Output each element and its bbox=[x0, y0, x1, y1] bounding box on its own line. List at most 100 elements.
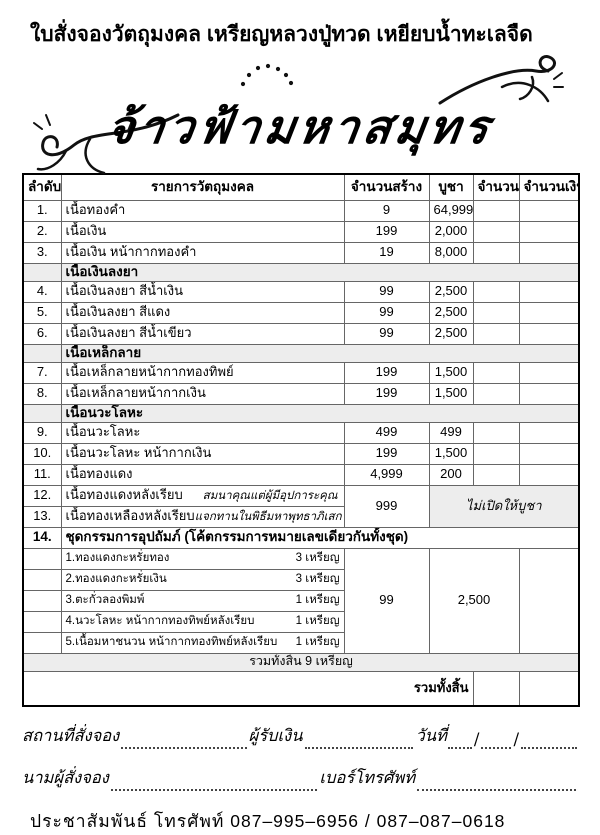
item-name: เนื้อทองเหลืองหลังเรียบ bbox=[65, 508, 195, 524]
row-number: 6. bbox=[22, 322, 62, 345]
amount-cell bbox=[518, 241, 580, 264]
calligraphy-banner: จ้าวฟ้ามหาสมุทร bbox=[22, 55, 578, 175]
quantity-cell bbox=[472, 421, 520, 444]
sub-item: 1.ทองแดงกะหรั่ยทอง 3 เหรียญ bbox=[60, 547, 345, 570]
order-place-line: สถานที่สั่งจอง ผู้รับเงิน วันที่ / / bbox=[22, 723, 578, 749]
item-price: 2,000 bbox=[428, 220, 474, 243]
sub-empty-cell bbox=[22, 631, 62, 654]
page-title: ใบสั่งจองวัตถุมงคล เหรียญหลวงปู่ทวด เหยี… bbox=[30, 23, 533, 46]
table-row: 11. เนื้อทองแดง 4,999 200 bbox=[22, 463, 580, 486]
table-row: 6. เนื้อเงินลงยา สีน้ำเขียว 99 2,500 bbox=[22, 322, 580, 345]
quantity-cell bbox=[472, 361, 520, 384]
order-place-label: สถานที่สั่งจอง bbox=[22, 726, 120, 745]
item-made: 99 bbox=[343, 280, 430, 303]
item-made: 199 bbox=[343, 220, 430, 243]
amount-cell bbox=[518, 382, 580, 405]
header-price: บูชา bbox=[428, 173, 474, 201]
header-item: รายการวัตถุมงคล bbox=[60, 173, 345, 201]
sub-item: 2.ทองแดงกะหรั่ยเงิน 3 เหรียญ bbox=[60, 568, 345, 591]
date-month-blank bbox=[481, 745, 512, 749]
phone-blank bbox=[417, 787, 576, 791]
quantity-cell bbox=[472, 463, 520, 486]
set-subtotal-row: รวมทั้งสิ้น 9 เหรียญ bbox=[22, 652, 580, 672]
quantity-cell bbox=[472, 241, 520, 264]
item-made: 199 bbox=[343, 361, 430, 384]
sub-item-qty: 3 เหรียญ bbox=[295, 552, 340, 565]
sub-item-qty: 1 เหรียญ bbox=[295, 615, 340, 628]
amount-cell bbox=[518, 301, 580, 324]
date-separator: / bbox=[513, 730, 519, 749]
item-made: 99 bbox=[343, 301, 430, 324]
row-number: 2. bbox=[22, 220, 62, 243]
dots-arc-icon bbox=[240, 63, 294, 87]
item-made-merged: 999 bbox=[343, 484, 430, 528]
quantity-cell bbox=[472, 382, 520, 405]
sub-empty-cell bbox=[22, 568, 62, 591]
table-row: 7. เนื้อเหล็กลายหน้ากากทองทิพย์ 199 1,50… bbox=[22, 361, 580, 384]
table-row: 5. เนื้อเงินลงยา สีแดง 99 2,500 bbox=[22, 301, 580, 324]
item-name: เนื้อทองแดงหลังเรียบ bbox=[65, 487, 183, 503]
header-made: จำนวนสร้าง bbox=[343, 173, 430, 201]
receiver-blank bbox=[304, 745, 414, 749]
sub-item-name: 2.ทองแดงกะหรั่ยเงิน bbox=[65, 573, 167, 586]
row-number: 8. bbox=[22, 382, 62, 405]
banner-calligraphy-text: จ้าวฟ้ามหาสมุทร bbox=[103, 100, 497, 154]
row-number: 7. bbox=[22, 361, 62, 384]
quantity-cell bbox=[472, 199, 520, 222]
order-table: ลำดับ รายการวัตถุมงคล จำนวนสร้าง บูชา จำ… bbox=[22, 173, 580, 707]
set-sub-row: 1.ทองแดงกะหรั่ยทอง 3 เหรียญ 99 2,500 bbox=[22, 547, 580, 654]
item-price: 1,500 bbox=[428, 361, 474, 384]
section-empty-cell bbox=[22, 262, 62, 282]
sub-empty-cell bbox=[22, 589, 62, 612]
amount-cell bbox=[518, 361, 580, 384]
item-price: 64,999 bbox=[428, 199, 474, 222]
table-row-special: 12. เนื้อทองแดงหลังเรียบ สมนาคุณแต่ผู้มี… bbox=[22, 484, 580, 528]
item-made: 199 bbox=[343, 382, 430, 405]
item-name-with-note: เนื้อทองเหลืองหลังเรียบ แจกทานในพิธีมหาพ… bbox=[60, 505, 345, 528]
form-footer: สถานที่สั่งจอง ผู้รับเงิน วันที่ / / นาม… bbox=[22, 707, 578, 835]
header-qty: จำนวน bbox=[472, 173, 520, 201]
not-open-for-worship-cell: ไม่เปิดให้บูชา bbox=[428, 484, 580, 528]
item-price: 2,500 bbox=[428, 280, 474, 303]
item-note: สมนาคุณแต่ผู้มีอุปการะคุณ bbox=[202, 490, 338, 503]
order-place-blank bbox=[121, 745, 247, 749]
sub-item: 4.นวะโลหะ หน้ากากทองทิพย์หลังเรียบ 1 เหร… bbox=[60, 610, 345, 633]
item-name: เนื้อเงินลงยา สีน้ำเขียว bbox=[60, 322, 345, 345]
section-label: เนื้อเหล็กลาย bbox=[60, 343, 580, 363]
set-title: ชุดกรรมการอุปถัมภ์ (โค้ตกรรมการหมายเลขเด… bbox=[60, 526, 580, 549]
orderer-name-line: นามผู้สั่งจอง เบอร์โทรศัพท์ bbox=[22, 765, 578, 791]
amount-cell bbox=[518, 442, 580, 465]
header-no: ลำดับ bbox=[22, 173, 62, 201]
set-subtotal-text: รวมทั้งสิ้น 9 เหรียญ bbox=[22, 652, 580, 672]
row-number: 4. bbox=[22, 280, 62, 303]
sub-item-name: 5.เนื้อมหาชนวน หน้ากากทองทิพย์หลังเรียบ bbox=[65, 636, 278, 649]
receiver-label: ผู้รับเงิน bbox=[248, 726, 303, 745]
amount-cell bbox=[518, 322, 580, 345]
item-name: เนื้อเงิน bbox=[60, 220, 345, 243]
sub-empty-cell bbox=[22, 547, 62, 570]
item-price: 2,500 bbox=[428, 301, 474, 324]
sub-item-name: 3.ตะกั่วลองพิมพ์ bbox=[65, 594, 145, 607]
section-row: เนื้อเหล็กลาย bbox=[22, 343, 580, 363]
sub-empty-cell bbox=[22, 610, 62, 633]
grand-total-row: รวมทั้งสิ้น bbox=[22, 670, 580, 707]
set-sub-row: 3.ตะกั่วลองพิมพ์ 1 เหรียญ bbox=[22, 589, 579, 612]
item-name-with-note: เนื้อทองแดงหลังเรียบ สมนาคุณแต่ผู้มีอุปก… bbox=[60, 484, 345, 507]
item-made: 199 bbox=[343, 442, 430, 465]
section-row: เนื้อเงินลงยา bbox=[22, 262, 580, 282]
orderer-name-label: นามผู้สั่งจอง bbox=[22, 768, 109, 787]
set-title-row: 14. ชุดกรรมการอุปถัมภ์ (โค้ตกรรมการหมายเ… bbox=[22, 526, 580, 549]
date-day-blank bbox=[447, 745, 472, 749]
phone-label: เบอร์โทรศัพท์ bbox=[319, 768, 416, 787]
table-header-row: ลำดับ รายการวัตถุมงคล จำนวนสร้าง บูชา จำ… bbox=[22, 173, 580, 201]
item-made: 499 bbox=[343, 421, 430, 444]
sub-item-qty: 1 เหรียญ bbox=[295, 636, 340, 649]
grand-total-qty-cell bbox=[472, 670, 520, 707]
table-row: 4. เนื้อเงินลงยา สีน้ำเงิน 99 2,500 bbox=[22, 280, 580, 303]
row-number: 1. bbox=[22, 199, 62, 222]
set-amount-cell bbox=[518, 547, 580, 654]
item-name: เนื้อนวะโลหะ bbox=[60, 421, 345, 444]
item-price: 1,500 bbox=[428, 442, 474, 465]
order-form-page: ใบสั่งจองวัตถุมงคล เหรียญหลวงปู่ทวด เหยี… bbox=[22, 23, 580, 831]
amount-cell bbox=[518, 199, 580, 222]
